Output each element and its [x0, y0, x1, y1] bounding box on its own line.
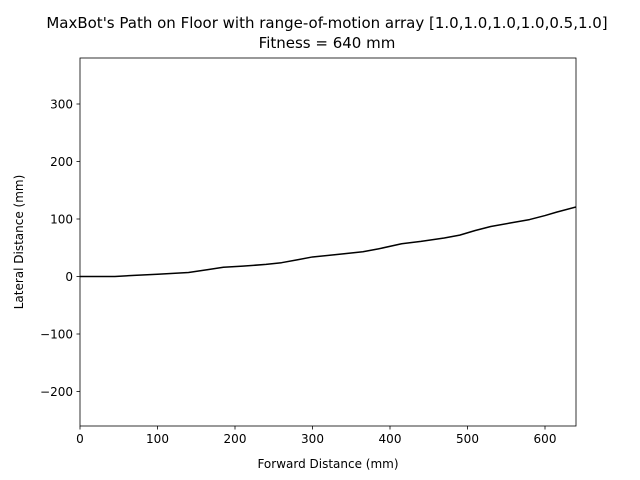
y-tick-label: 0	[65, 270, 73, 284]
x-tick-label: 200	[224, 432, 247, 446]
y-axis-label: Lateral Distance (mm)	[12, 175, 26, 310]
y-tick-label: 200	[50, 155, 73, 169]
y-tick-label: 100	[50, 213, 73, 227]
x-tick-label: 100	[146, 432, 169, 446]
chart-subtitle: Fitness = 640 mm	[259, 34, 396, 52]
plot-frame	[79, 57, 577, 427]
x-tick-label: 500	[456, 432, 479, 446]
y-tick-label: −200	[40, 385, 73, 399]
x-tick-label: 400	[379, 432, 402, 446]
x-tick-label: 0	[76, 432, 84, 446]
plot-area: 0 100 200 300 400 500 600 −200 −100 0 100 200 300	[40, 57, 577, 446]
y-tick-label: 300	[50, 98, 73, 112]
x-tick-label: 600	[534, 432, 557, 446]
series-line-0	[80, 206, 576, 278]
x-tick-label: 300	[301, 432, 324, 446]
y-tick-label: −100	[40, 328, 73, 342]
chart-title: MaxBot's Path on Floor with range-of-mot…	[46, 14, 607, 32]
x-axis-label: Forward Distance (mm)	[257, 457, 398, 471]
